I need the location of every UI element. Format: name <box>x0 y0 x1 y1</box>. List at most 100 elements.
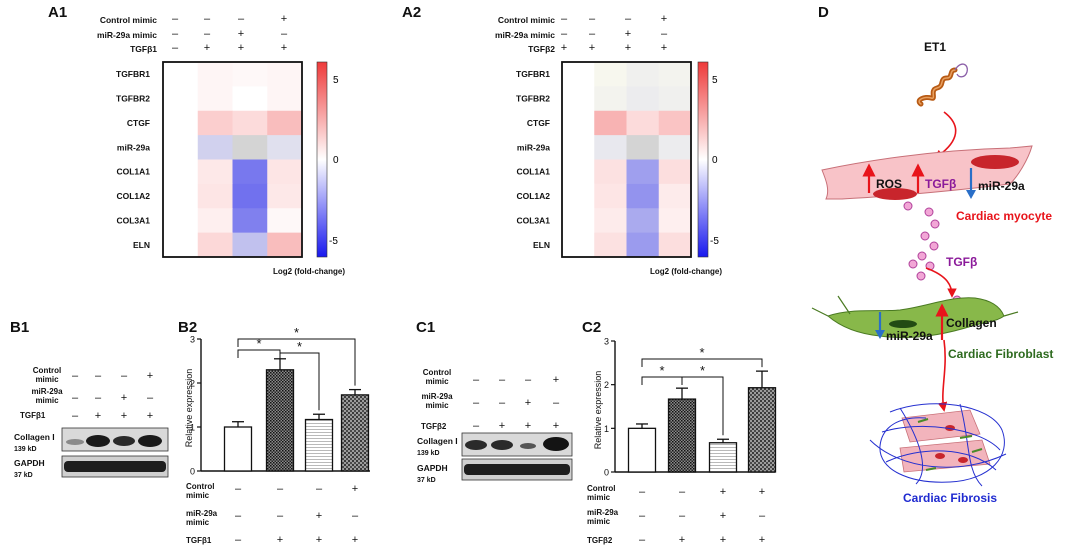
group-sign: – <box>639 534 646 546</box>
a1-colorbar-max: 5 <box>333 75 339 86</box>
heatmap-cell <box>163 86 199 112</box>
heatmap-cell <box>594 208 627 234</box>
bar <box>627 427 657 473</box>
y-tick-label: 2 <box>604 380 609 390</box>
condition-sign: + <box>625 42 631 54</box>
lane-sign: – <box>553 397 560 409</box>
a1-row-labels: TGFBR1 TGFBR2 CTGF miR-29a COL1A1 COL1A2 COL3A… <box>116 69 150 250</box>
heatmap-cell <box>197 110 233 136</box>
group-sign: – <box>235 510 242 522</box>
heatmap-cell <box>626 183 660 209</box>
bar <box>747 387 777 473</box>
mir29a-myocyte-label: miR-29a <box>978 179 1025 193</box>
significance-star: * <box>659 363 664 378</box>
panel-label-c2: C2 <box>582 319 601 336</box>
a2-colorbar-max: 5 <box>712 75 718 86</box>
condition-sign: – <box>172 28 179 40</box>
tgfb-particle <box>930 219 940 229</box>
panel-label-a1: A1 <box>48 4 67 21</box>
group-sign: – <box>679 486 686 498</box>
panel-label-d: D <box>818 4 829 21</box>
heatmap-cell <box>163 110 199 136</box>
a2-colorbar-min: -5 <box>710 236 719 247</box>
heatmap-cell <box>197 208 233 234</box>
heatmap-row-label: miR-29a <box>517 142 550 152</box>
tgfb-particle <box>916 271 926 281</box>
panel-label-b1: B1 <box>10 319 29 336</box>
heatmap-cell <box>267 232 303 258</box>
lane-sign: + <box>147 410 153 422</box>
a2-control-mimic-label: Control mimic <box>498 15 555 25</box>
a2-colorbar-mid: 0 <box>712 155 718 166</box>
bar <box>223 426 253 472</box>
heatmap-cell <box>267 110 303 136</box>
heatmap-cell <box>232 110 268 136</box>
tgfb-particle <box>903 201 913 211</box>
lane-sign: – <box>525 374 532 386</box>
panel-label-b2: B2 <box>178 319 197 336</box>
condition-sign: – <box>589 13 596 25</box>
b2-bars <box>223 358 370 472</box>
y-tick-label: 1 <box>604 424 609 434</box>
b1-mir-label-2: mimic <box>35 396 59 405</box>
group-sign: – <box>316 483 323 495</box>
group-sign: – <box>235 483 242 495</box>
c1-collagen-blot <box>461 432 573 457</box>
collagen-label: Collagen <box>946 316 997 330</box>
heatmap-cell <box>267 62 303 87</box>
significance-bracket <box>641 358 763 368</box>
bar <box>265 369 295 472</box>
b1-control-label-1: Control <box>33 366 61 375</box>
c2-group-mir-1: miR-29a <box>587 508 619 517</box>
fibrosis-illustration <box>869 403 1007 487</box>
heatmap-cell <box>562 232 595 258</box>
lane-sign: + <box>525 420 531 432</box>
c2-significance: * * * <box>641 345 763 436</box>
heatmap-cell <box>594 135 627 160</box>
group-sign: + <box>316 510 322 522</box>
et1-label: ET1 <box>924 40 946 54</box>
heatmap-cell <box>562 159 595 185</box>
c1-collagen-label: Collagen I <box>417 436 458 446</box>
heatmap-row-label: COL3A1 <box>516 215 550 225</box>
group-sign: + <box>679 534 685 546</box>
schematic-d: ET1 ROS TGFβ miR-29a Cardiac myocyte <box>811 40 1053 505</box>
group-sign: + <box>277 534 283 546</box>
y-tick-label: 2 <box>190 379 195 389</box>
y-tick-label: 0 <box>604 468 609 478</box>
a2-colorbar: 5 0 -5 <box>697 61 719 258</box>
c1-gapdh-kd: 37 kD <box>417 477 436 484</box>
western-blot-b1: Control mimic miR-29a mimic TGFβ1 – – – +– –… <box>14 366 169 479</box>
c1-signs: – – – + – – + – – + + + <box>473 374 560 432</box>
heatmap-cell <box>626 232 660 258</box>
lane-sign: + <box>95 410 101 422</box>
lane-sign: – <box>95 392 102 404</box>
a2-cells <box>562 62 692 258</box>
lane-sign: + <box>147 370 153 382</box>
b2-group-control-1: Control <box>186 482 214 491</box>
group-sign: – <box>352 510 359 522</box>
a1-cells <box>163 62 303 258</box>
b1-band-collagen-2 <box>86 435 110 447</box>
panel-label-a2: A2 <box>402 4 421 21</box>
tgfb-particles <box>903 201 962 305</box>
heatmap-cell <box>594 183 627 209</box>
significance-star: * <box>256 336 261 351</box>
b2-group-control-2: mimic <box>186 491 210 500</box>
myocyte-nucleus-left <box>873 188 917 200</box>
condition-sign: – <box>172 42 179 54</box>
c1-band-collagen-3 <box>520 443 536 449</box>
significance-star: * <box>700 363 705 378</box>
fibroblast-nucleus <box>889 320 917 328</box>
heatmap-cell <box>197 86 233 112</box>
a1-colorbar-min: -5 <box>329 236 338 247</box>
condition-sign: – <box>172 13 179 25</box>
b1-tgfb-label: TGFβ1 <box>20 411 46 420</box>
significance-bracket <box>681 376 724 436</box>
b1-signs: – – – + – – + – – + + + <box>72 370 154 422</box>
heatmap-cell <box>197 183 233 209</box>
a2-row-labels: TGFBR1 TGFBR2 CTGF miR-29a COL1A1 COL1A2 COL3A… <box>516 69 550 250</box>
b1-collagen-kd: 139 kD <box>14 446 37 453</box>
